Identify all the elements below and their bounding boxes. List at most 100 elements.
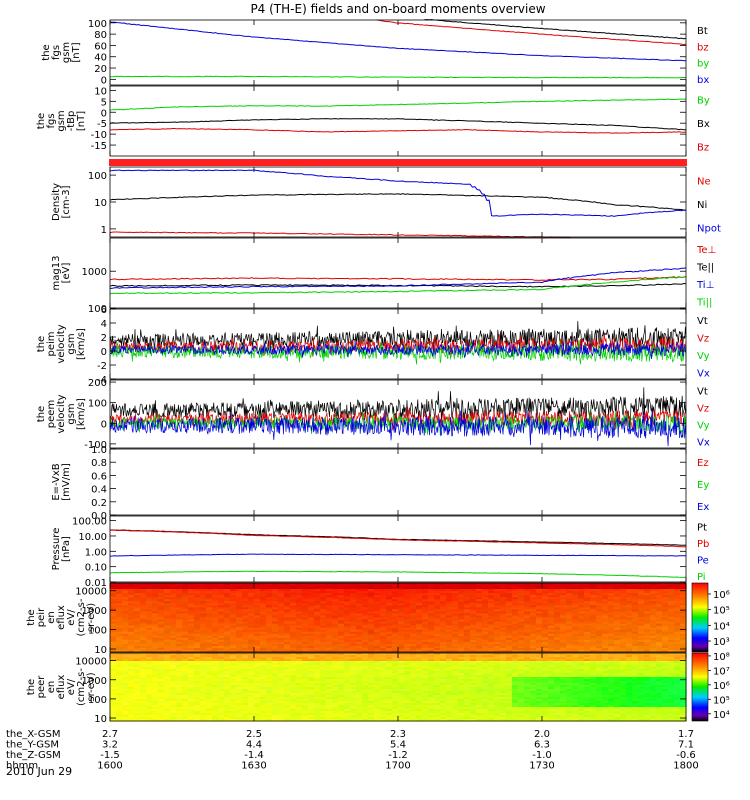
- y-tick-label: 10.00: [78, 532, 107, 543]
- colorbar-tick-label: 10⁷: [713, 666, 730, 677]
- panel-5: Vt Vz Vy Vx 6 4 2 0 -2 -4 the peim velocity gsm [km/s]: [36, 305, 710, 386]
- legend-label: Te||: [696, 262, 714, 273]
- x-tick-label: 3.2: [102, 740, 118, 751]
- y-tick-label: 0: [101, 75, 107, 86]
- legend: Pt Pb Pe Pi: [697, 522, 709, 583]
- y-axis-label: velocity: [56, 324, 67, 363]
- series-group: [109, 387, 687, 447]
- legend-label: Ey: [697, 480, 709, 491]
- legend-label: Vy: [697, 421, 710, 432]
- x-row-label: the_Z-GSM: [6, 750, 61, 761]
- colorbar-tick-label: 10³: [713, 637, 730, 648]
- y-tick-label: 40: [94, 53, 107, 64]
- y-axis-label: [nPa]: [61, 536, 72, 562]
- legend-label: Pb: [697, 539, 709, 550]
- legend: By Bx Bz: [697, 96, 710, 154]
- y-tick-label: 0: [101, 419, 107, 430]
- series-line-Bx: [109, 118, 686, 131]
- y-axis-label: sr-eV): [86, 672, 97, 701]
- series-group: [109, 267, 687, 295]
- y-tick-label: 100: [88, 626, 107, 637]
- series-line-Pe: [109, 553, 686, 557]
- y-axis-label: sr-eV): [86, 603, 97, 632]
- panel-frame: [109, 166, 687, 238]
- y-tick-label: 4: [101, 319, 107, 330]
- x-row-label: the_Y-GSM: [6, 740, 59, 751]
- panel-frame: [109, 448, 687, 516]
- y-tick-label: 0.0: [91, 511, 107, 522]
- y-tick-label: 1.00: [85, 547, 107, 558]
- y-tick-label: 20: [94, 64, 107, 75]
- x-tick-label: 6.3: [534, 740, 550, 751]
- y-axis-label: Density: [51, 183, 62, 221]
- y-axis-label: eV/: [66, 609, 77, 626]
- y-axis-label: (cm2-s-: [76, 668, 87, 706]
- x-tick-label: 1630: [241, 761, 266, 772]
- x-tick-label: 1.7: [678, 729, 694, 740]
- series-line-Ni: [109, 193, 687, 211]
- divider-bar: [109, 159, 687, 166]
- legend-label: Ex: [697, 502, 709, 513]
- y-tick-label: 0.10: [85, 563, 107, 574]
- x-tick-label: -0.6: [676, 750, 696, 761]
- y-tick-label: 10: [94, 86, 107, 97]
- x-tick-label: -1.2: [388, 750, 408, 761]
- y-tick-label: -10: [91, 130, 107, 141]
- y-axis-label: eV/: [66, 678, 77, 695]
- series-line-Pi: [109, 570, 687, 578]
- y-tick-label: 10000: [75, 657, 107, 668]
- y-tick-label: 100.00: [72, 517, 107, 528]
- colorbar-tick-label: 10⁴: [713, 621, 730, 632]
- y-axis-label: Pressure: [51, 528, 62, 571]
- legend-label: Ni: [697, 200, 707, 211]
- series-line-By: [109, 98, 686, 111]
- y-axis-label: peir: [36, 607, 47, 627]
- series-line-Ti⊥: [109, 267, 687, 289]
- legend-label: Vt: [697, 387, 708, 398]
- panel-frame: [109, 85, 687, 157]
- y-axis-label: peer: [36, 675, 47, 699]
- series-group: [109, 98, 687, 134]
- y-axis-label: peim: [46, 331, 57, 356]
- series-line-Te⊥: [109, 276, 687, 281]
- y-tick-label: 0: [101, 347, 107, 358]
- y-tick-label: 10: [94, 714, 107, 725]
- y-axis-label: the: [26, 609, 37, 625]
- y-axis-label: the: [36, 113, 47, 129]
- y-axis-label: [km/s]: [76, 328, 87, 360]
- panel-4: Te⊥ Te|| Ti⊥ Ti|| 1000 100 mag13 [eV]: [51, 237, 716, 315]
- y-axis-label: [cm-3]: [61, 185, 72, 218]
- legend-label: Bz: [697, 142, 709, 153]
- y-axis-label: gsm: [66, 403, 77, 424]
- y-tick-label: 10000: [75, 587, 107, 598]
- y-tick-label: 5: [101, 97, 107, 108]
- series-group: [109, 529, 687, 578]
- y-tick-label: 100: [88, 399, 107, 410]
- series-line-Vx: [109, 409, 687, 447]
- y-axis-label: fgs: [51, 45, 62, 60]
- x-row-label: the_X-GSM: [6, 729, 60, 740]
- series-line-Vz: [109, 333, 687, 358]
- series-group: [109, 169, 687, 238]
- x-axis-labels: the_X-GSM 2.7 2.5 2.3 2.0 1.7 the_Y-GSM 3.2 4.4 5…: [6, 729, 699, 772]
- legend: Te⊥ Te|| Ti⊥ Ti||: [696, 245, 716, 309]
- panel-9: 10⁶ 10⁵ 10⁴ 10³ 10000 1000 100 10 the peir en eflux…: [26, 582, 730, 656]
- x-tick-label: 1800: [673, 761, 698, 772]
- y-tick-label: 0.4: [91, 485, 107, 496]
- colorbar-tick-label: 10⁸: [713, 652, 730, 663]
- x-tick-label: 1700: [385, 761, 410, 772]
- y-tick-label: -2: [97, 361, 107, 372]
- y-tick-label: 60: [94, 41, 107, 52]
- colorbar-tick-label: 10⁵: [713, 606, 730, 617]
- series-line-by: [109, 75, 686, 79]
- legend-label: Vz: [697, 404, 709, 415]
- x-tick-label: 2.0: [534, 729, 550, 740]
- y-axis-label: en: [46, 611, 57, 624]
- y-axis-label: [nT]: [76, 111, 87, 131]
- y-axis-label: eflux: [56, 605, 67, 630]
- panel-frame: [109, 19, 687, 86]
- y-axis-label: the: [36, 406, 47, 422]
- legend: Ez Ey Ex: [697, 458, 709, 513]
- y-tick-label: -15: [91, 141, 107, 152]
